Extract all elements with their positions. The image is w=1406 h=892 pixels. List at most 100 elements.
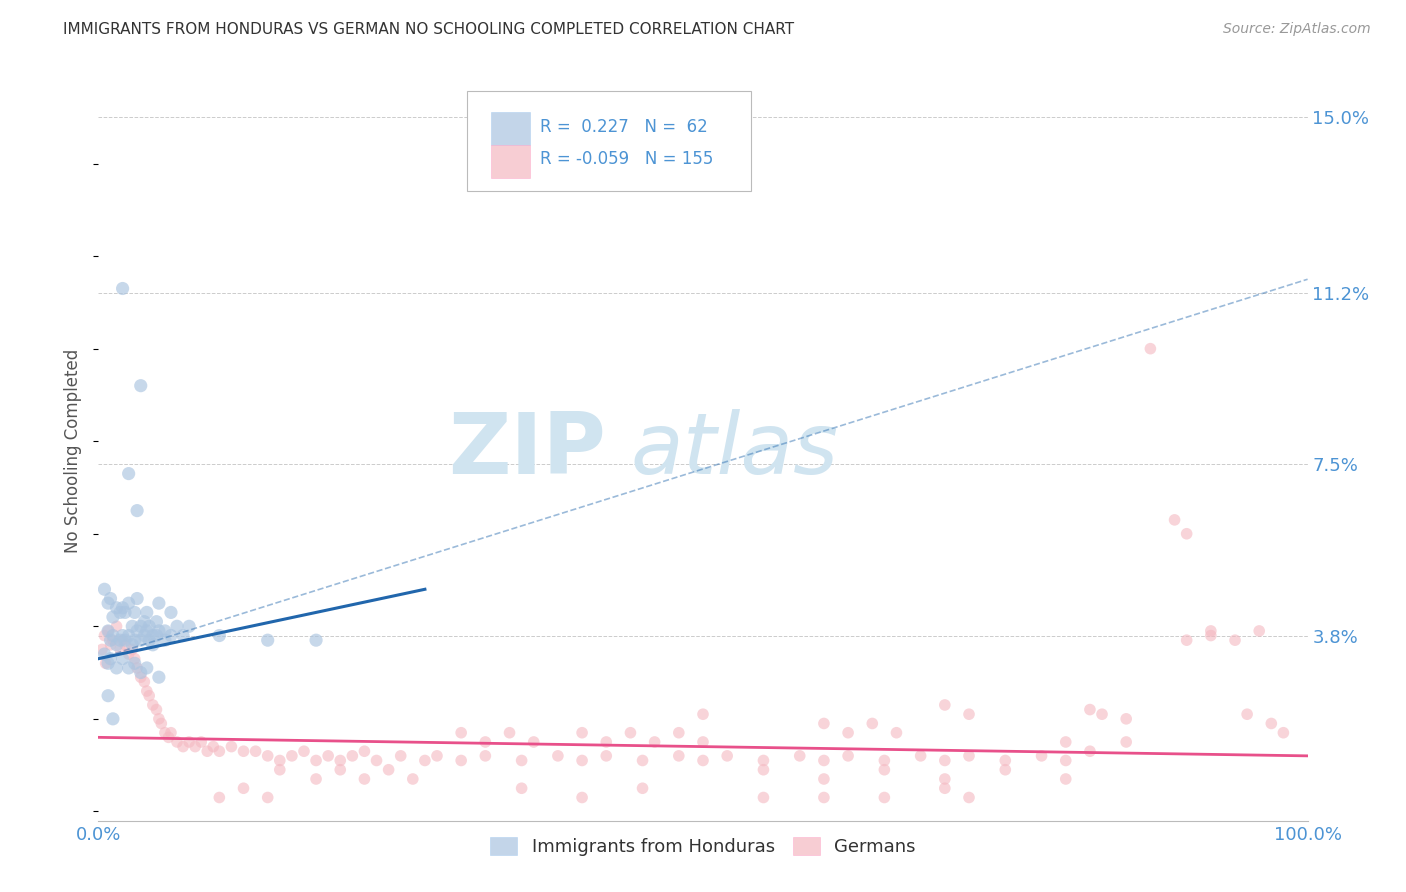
- Point: [873, 763, 896, 777]
- Point: [134, 615, 156, 629]
- Point: [595, 735, 617, 749]
- FancyBboxPatch shape: [492, 112, 530, 145]
- Point: [256, 790, 278, 805]
- Point: [474, 748, 496, 763]
- Point: [148, 712, 170, 726]
- Point: [101, 610, 124, 624]
- Point: [1078, 744, 1101, 758]
- Point: [813, 772, 835, 786]
- Point: [150, 716, 173, 731]
- Point: [692, 735, 714, 749]
- Text: R =  0.227   N =  62: R = 0.227 N = 62: [540, 118, 707, 136]
- Point: [1223, 633, 1246, 648]
- Text: R = -0.059   N = 155: R = -0.059 N = 155: [540, 151, 713, 169]
- Point: [342, 748, 364, 763]
- Point: [142, 629, 165, 643]
- Point: [160, 629, 183, 643]
- Point: [160, 606, 183, 620]
- Point: [114, 606, 136, 620]
- Point: [153, 725, 176, 739]
- Point: [208, 629, 231, 643]
- Point: [100, 633, 122, 648]
- Point: [93, 647, 115, 661]
- Point: [1091, 707, 1114, 722]
- Point: [292, 744, 315, 758]
- Text: IMMIGRANTS FROM HONDURAS VS GERMAN NO SCHOOLING COMPLETED CORRELATION CHART: IMMIGRANTS FROM HONDURAS VS GERMAN NO SC…: [63, 22, 794, 37]
- Point: [121, 642, 143, 657]
- Point: [269, 763, 291, 777]
- Point: [148, 596, 170, 610]
- Point: [957, 748, 980, 763]
- Point: [134, 629, 156, 643]
- Point: [129, 619, 152, 633]
- Point: [232, 781, 254, 796]
- Point: [571, 725, 593, 739]
- Point: [789, 748, 811, 763]
- Point: [111, 651, 134, 665]
- Point: [121, 619, 143, 633]
- Point: [232, 744, 254, 758]
- Point: [934, 772, 956, 786]
- Point: [813, 790, 835, 805]
- Point: [100, 638, 122, 652]
- Point: [837, 725, 859, 739]
- Point: [523, 735, 546, 749]
- Point: [1175, 633, 1198, 648]
- Point: [305, 772, 328, 786]
- Point: [934, 754, 956, 768]
- Point: [190, 735, 212, 749]
- Point: [108, 606, 131, 620]
- Point: [402, 772, 425, 786]
- Point: [994, 763, 1017, 777]
- Point: [305, 633, 328, 648]
- Point: [692, 707, 714, 722]
- Point: [127, 591, 149, 606]
- Point: [957, 707, 980, 722]
- Point: [97, 596, 120, 610]
- Point: [752, 790, 775, 805]
- Point: [138, 619, 160, 633]
- Point: [127, 661, 149, 675]
- Point: [860, 716, 883, 731]
- Point: [1054, 735, 1077, 749]
- Point: [124, 633, 146, 648]
- Point: [498, 725, 520, 739]
- Point: [129, 633, 152, 648]
- Point: [114, 633, 136, 648]
- Text: Source: ZipAtlas.com: Source: ZipAtlas.com: [1223, 22, 1371, 37]
- Point: [153, 633, 176, 648]
- Point: [692, 754, 714, 768]
- Point: [138, 689, 160, 703]
- Point: [668, 725, 690, 739]
- Point: [837, 748, 859, 763]
- Point: [160, 725, 183, 739]
- Point: [1078, 703, 1101, 717]
- Point: [353, 744, 375, 758]
- Point: [121, 638, 143, 652]
- Point: [631, 781, 654, 796]
- Point: [1115, 735, 1137, 749]
- Point: [97, 624, 120, 638]
- Point: [111, 633, 134, 648]
- Point: [813, 754, 835, 768]
- Point: [886, 725, 908, 739]
- Point: [413, 754, 436, 768]
- Point: [281, 748, 304, 763]
- Point: [716, 748, 738, 763]
- FancyBboxPatch shape: [492, 145, 530, 178]
- Point: [474, 735, 496, 749]
- Point: [994, 754, 1017, 768]
- Point: [1199, 629, 1222, 643]
- Point: [142, 638, 165, 652]
- Point: [101, 712, 124, 726]
- Y-axis label: No Schooling Completed: No Schooling Completed: [65, 349, 83, 552]
- Point: [135, 624, 157, 638]
- Point: [166, 619, 188, 633]
- Point: [1139, 342, 1161, 356]
- FancyBboxPatch shape: [467, 91, 751, 191]
- Point: [108, 642, 131, 657]
- Point: [114, 638, 136, 652]
- Point: [124, 606, 146, 620]
- Point: [813, 716, 835, 731]
- Point: [105, 638, 128, 652]
